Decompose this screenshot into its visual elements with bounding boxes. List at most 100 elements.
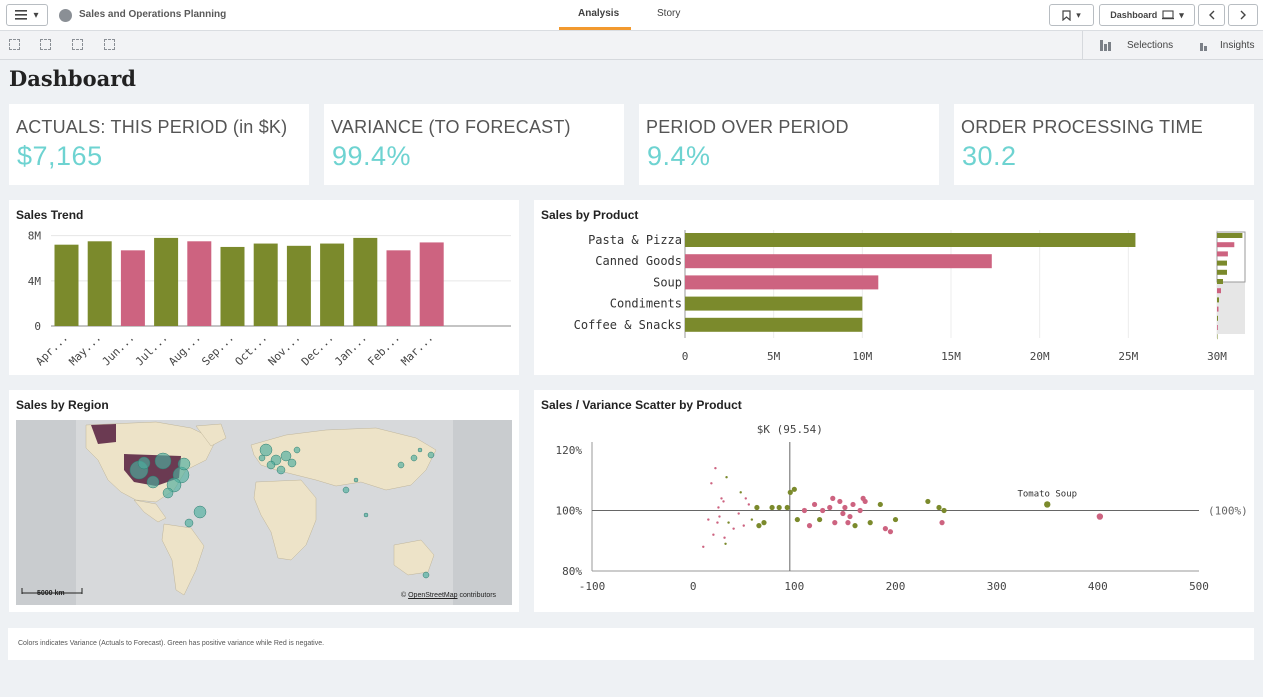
sheet-selector-button[interactable]: Dashboard ▾: [1099, 4, 1195, 26]
sales-trend-panel[interactable]: Sales Trend 0 4M 8M Apr... May... Jun... Jul..…: [9, 200, 519, 375]
scatter-point: [850, 501, 856, 508]
scatter-point: [722, 500, 725, 503]
lasso-select-icon[interactable]: [9, 39, 20, 50]
y-category-label: Pasta & Pizza: [588, 233, 682, 247]
kpi-order-processing-time[interactable]: ORDER PROCESSING TIME 30.2: [954, 104, 1254, 185]
tab-analysis[interactable]: Analysis: [578, 8, 620, 19]
bar: [87, 241, 112, 326]
insights-icon: [1200, 40, 1211, 51]
scatter-point: [756, 523, 762, 529]
sales-trend-chart[interactable]: 0 4M 8M Apr...May...Jun...Jul...Aug...Sep..…: [9, 200, 519, 375]
scatter-point: [750, 518, 754, 521]
scatter-point: [714, 466, 717, 470]
map-point: [184, 518, 194, 528]
scatter-point: [882, 526, 888, 532]
map-point: [193, 505, 207, 519]
scatter-chart[interactable]: 80% 100% 120% -100 0 100 200 300 400 500 $K (95.54…: [534, 390, 1254, 612]
scrollbar-mini-bar: [1217, 315, 1218, 321]
map-point: [258, 454, 266, 462]
footer-panel: Colors indicates Variance (Actuals to Fo…: [8, 628, 1254, 660]
bar: [187, 241, 212, 326]
bar: [353, 237, 378, 326]
scatter-point: [867, 520, 873, 526]
kpi-actuals[interactable]: ACTUALS: THIS PERIOD (in $K) $7,165: [9, 104, 309, 185]
scatter-point: [892, 516, 899, 523]
chevron-down-icon: ▾: [1076, 9, 1081, 20]
x-tick-label: Nov...: [266, 331, 303, 368]
map-point: [137, 456, 151, 470]
selections-button[interactable]: Selections: [1127, 40, 1174, 51]
africa-shape: [253, 479, 317, 561]
scatter-point: [857, 507, 863, 514]
scatter-point: [754, 504, 760, 511]
map-points: [129, 443, 435, 579]
kpi-value: $7,165: [17, 141, 103, 171]
kpi-label: ACTUALS: THIS PERIOD (in $K): [16, 117, 288, 137]
kpi-period-over-period[interactable]: PERIOD OVER PERIOD 9.4%: [639, 104, 939, 185]
step-forward-icon[interactable]: [72, 39, 83, 50]
chevron-down-icon: ▾: [1179, 9, 1184, 20]
kpi-variance[interactable]: VARIANCE (TO FORECAST) 99.4%: [324, 104, 624, 185]
map-point: [287, 458, 297, 468]
bookmark-button[interactable]: ▾: [1049, 4, 1094, 26]
sales-by-region-panel[interactable]: Sales by Region 5000 km © OpenStreetMap …: [9, 390, 519, 612]
scatter-point: [716, 521, 719, 524]
scatter-point: [712, 533, 715, 536]
map-point: [293, 446, 301, 454]
scatter-point: [769, 504, 775, 511]
x-tick-label: Oct...: [233, 331, 270, 368]
bar: [685, 317, 863, 332]
bar: [419, 242, 444, 326]
map-point: [276, 465, 286, 475]
scatter-point: [827, 504, 833, 511]
toolbar-divider: [1082, 31, 1083, 60]
map-point: [417, 447, 423, 453]
insights-button[interactable]: Insights: [1220, 40, 1255, 51]
scrollbar-thumb: [1216, 231, 1246, 283]
selection-toolbar: Selections Insights: [0, 31, 1263, 60]
bar: [54, 244, 79, 326]
scatter-point: [737, 512, 740, 515]
active-tab-indicator: [559, 27, 631, 30]
scatter-point: [791, 486, 797, 492]
scatter-point: [842, 504, 848, 511]
australia-shape: [393, 539, 435, 576]
scatter-point: [936, 504, 942, 511]
sales-by-product-panel[interactable]: Sales by Product 0 5M 10M 15M 20M 25M 30M Pasta…: [534, 200, 1254, 375]
scatter-point: [801, 507, 808, 514]
y-tick-label: 0: [34, 320, 41, 333]
previous-sheet-button[interactable]: [1198, 4, 1225, 26]
scatter-panel[interactable]: Sales / Variance Scatter by Product 80% 1…: [534, 390, 1254, 612]
step-back-icon[interactable]: [40, 39, 51, 50]
kpi-value: 30.2: [962, 141, 1017, 171]
panel-title: Sales by Product: [541, 208, 639, 222]
reference-y-label: (100%): [1208, 505, 1248, 518]
panel-title: Sales by Region: [16, 398, 109, 412]
x-tick-label: Dec...: [299, 331, 336, 368]
sales-by-product-chart[interactable]: 0 5M 10M 15M 20M 25M 30M Pasta & Pizza Canned Go…: [534, 200, 1254, 375]
kpi-label: ORDER PROCESSING TIME: [961, 117, 1203, 137]
next-sheet-button[interactable]: [1228, 4, 1258, 26]
kpi-label: PERIOD OVER PERIOD: [646, 117, 849, 137]
scrollbar-mini-bar: [1217, 251, 1228, 257]
attribution-link[interactable]: OpenStreetMap: [408, 592, 458, 599]
bar: [320, 243, 345, 326]
bar: [220, 246, 245, 326]
chevron-down-icon: ▾: [33, 9, 39, 21]
map-point: [280, 450, 292, 462]
bar: [685, 233, 1136, 247]
x-tick-label: Jun...: [100, 331, 137, 368]
clear-selections-icon[interactable]: [104, 39, 115, 50]
world-map[interactable]: [16, 420, 512, 605]
menu-button[interactable]: ▾: [6, 4, 48, 26]
bar: [386, 250, 411, 326]
x-tick-label: 15M: [941, 350, 961, 363]
x-tick-label: -100: [579, 580, 606, 593]
y-tick-label: 100%: [556, 505, 583, 518]
x-tick-label: 400: [1088, 580, 1108, 593]
scatter-point: [776, 504, 782, 511]
tab-story[interactable]: Story: [657, 8, 681, 19]
scatter-point: [717, 506, 720, 509]
map-point: [177, 457, 191, 471]
y-category-label: Coffee & Snacks: [574, 318, 682, 332]
